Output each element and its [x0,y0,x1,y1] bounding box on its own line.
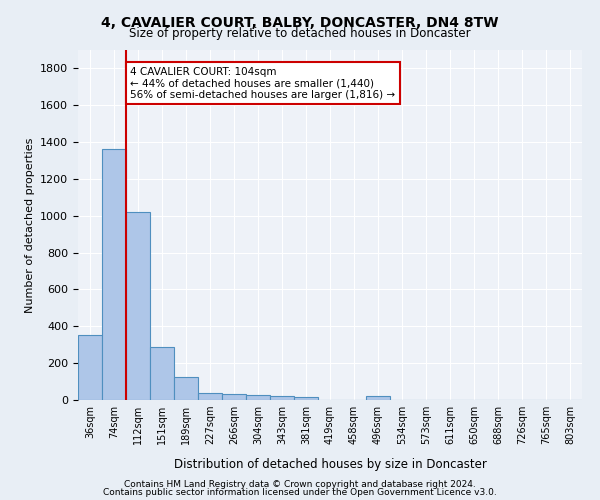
Bar [126,212,150,400]
Bar [102,150,126,400]
Text: Contains HM Land Registry data © Crown copyright and database right 2024.: Contains HM Land Registry data © Crown c… [124,480,476,489]
Bar [222,394,246,400]
Bar [198,392,222,400]
Bar [174,377,198,400]
Bar [246,396,270,400]
Text: 4, CAVALIER COURT, BALBY, DONCASTER, DN4 8TW: 4, CAVALIER COURT, BALBY, DONCASTER, DN4… [101,16,499,30]
Bar [270,396,294,400]
Bar [78,334,102,400]
Text: 4 CAVALIER COURT: 104sqm
← 44% of detached houses are smaller (1,440)
56% of sem: 4 CAVALIER COURT: 104sqm ← 44% of detach… [130,66,395,100]
Text: Size of property relative to detached houses in Doncaster: Size of property relative to detached ho… [129,28,471,40]
Bar [366,396,390,400]
Bar [294,397,318,400]
Bar [150,346,174,400]
Y-axis label: Number of detached properties: Number of detached properties [25,138,35,312]
X-axis label: Distribution of detached houses by size in Doncaster: Distribution of detached houses by size … [173,458,487,471]
Text: Contains public sector information licensed under the Open Government Licence v3: Contains public sector information licen… [103,488,497,497]
